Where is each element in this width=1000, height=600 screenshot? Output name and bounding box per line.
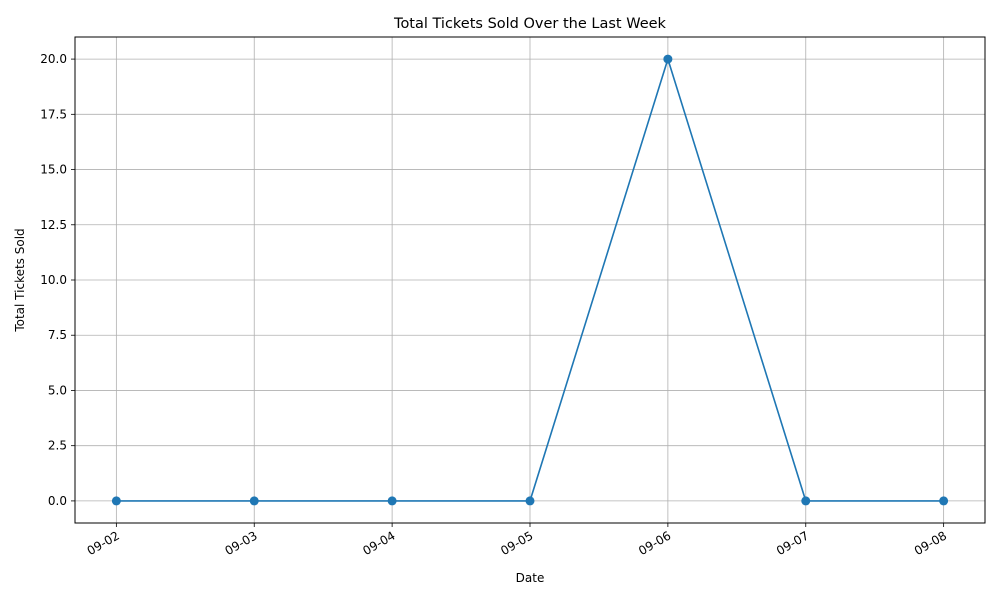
y-tick-label: 15.0 xyxy=(40,163,67,177)
y-tick-label: 12.5 xyxy=(40,218,67,232)
x-axis-label: Date xyxy=(516,571,545,585)
y-axis-ticks: 0.0 2.5 5.0 7.5 10.0 12.5 15.0 17.5 20.0 xyxy=(40,52,75,508)
y-tick-label: 17.5 xyxy=(40,107,67,121)
data-point xyxy=(939,496,949,506)
data-point xyxy=(801,496,811,506)
chart-title: Total Tickets Sold Over the Last Week xyxy=(393,16,666,32)
y-tick-label: 0.0 xyxy=(48,494,67,508)
y-tick-label: 20.0 xyxy=(40,52,67,66)
data-point xyxy=(663,54,673,64)
y-tick-label: 7.5 xyxy=(48,328,67,342)
data-point xyxy=(111,496,121,506)
series-layer xyxy=(111,54,949,506)
y-axis-label: Total Tickets Sold xyxy=(13,228,27,332)
y-tick-label: 10.0 xyxy=(40,273,67,287)
grid xyxy=(75,37,985,523)
data-point xyxy=(387,496,397,506)
y-tick-label: 2.5 xyxy=(48,439,67,453)
data-point xyxy=(249,496,259,506)
data-point xyxy=(525,496,535,506)
y-tick-label: 5.0 xyxy=(48,383,67,397)
